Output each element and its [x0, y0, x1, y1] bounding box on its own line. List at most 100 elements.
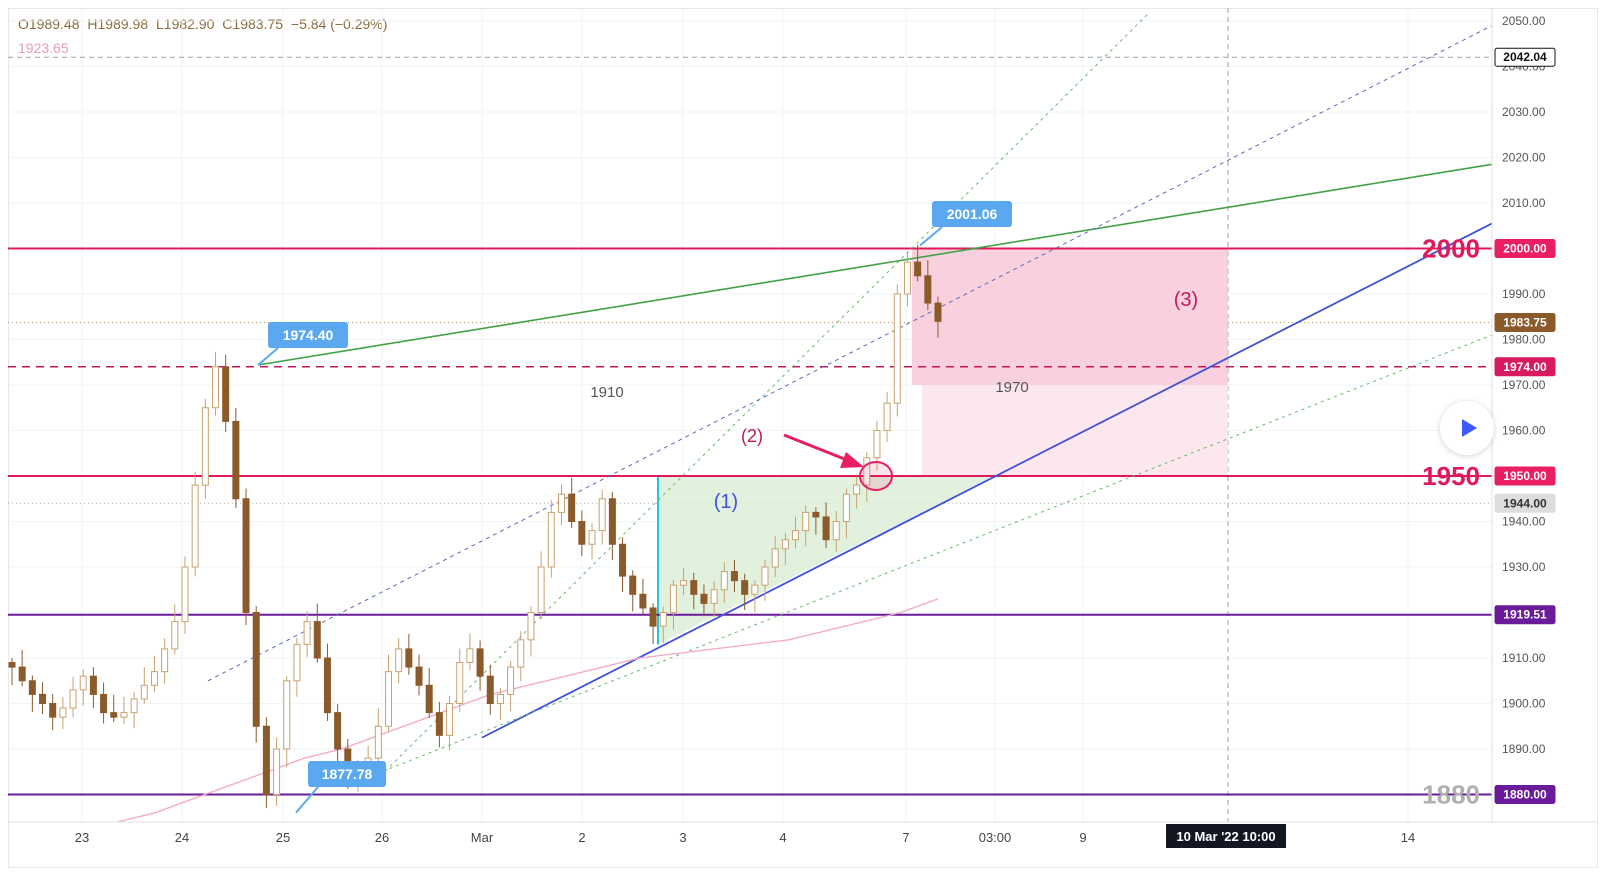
zone-target-upper: [912, 248, 1228, 385]
candle-body: [232, 420, 240, 500]
candle-body: [374, 725, 382, 759]
channel-line-lower: [369, 334, 1493, 777]
time-tick-label: 23: [75, 830, 89, 845]
zone-target-lower: [922, 385, 1228, 476]
candle-body: [669, 584, 677, 614]
candle-body: [242, 498, 250, 613]
price-tick-label: 1910.00: [1502, 651, 1546, 665]
price-tick-label: 1890.00: [1502, 742, 1546, 756]
price-badge: [1494, 312, 1556, 332]
price-badge: [1494, 493, 1556, 513]
candle-body: [161, 648, 169, 673]
price-tick-label: 1960.00: [1502, 424, 1546, 438]
change-value: −5.84 (−0.29%): [290, 16, 388, 32]
candle-body: [924, 275, 932, 304]
range-label-1970: 1970: [995, 379, 1028, 396]
candle-body: [323, 657, 331, 714]
triangle-pattern-fill: [658, 476, 995, 645]
candle-body: [18, 666, 26, 682]
moving-average-line: [117, 598, 939, 823]
candle-body: [69, 689, 77, 709]
candle-body: [853, 484, 861, 495]
candle-body: [537, 566, 545, 613]
candle-body: [435, 712, 443, 736]
candle-body: [751, 584, 759, 595]
chart-frame: [8, 8, 1598, 868]
candle-body: [710, 589, 718, 604]
callout-label-1974.40: 1974.40: [283, 327, 334, 343]
candle-body: [446, 703, 454, 736]
price-badge-label: 2000.00: [1503, 242, 1547, 256]
price-badge: [1494, 239, 1556, 258]
candle-body: [730, 571, 738, 582]
crosshair-time-label: 10 Mar '22 10:00: [1176, 829, 1275, 844]
candle-body: [191, 484, 199, 568]
candle-body: [150, 671, 158, 686]
callout-label-1877.78: 1877.78: [322, 766, 373, 782]
candle-body: [89, 675, 97, 695]
candle-body: [395, 648, 403, 673]
candle-body: [883, 402, 891, 432]
price-badge-label: 1974.00: [1503, 360, 1547, 374]
time-tick-label: 26: [375, 830, 389, 845]
time-tick-label: 7: [902, 830, 909, 845]
callout-pointer: [919, 226, 943, 247]
annotation-layer: 2000 1950 1880 2001.06 1974.40 1877.78 (1) (2) (…: [257, 201, 1480, 814]
crosshair-time-badge: [1166, 824, 1286, 848]
candle-body: [619, 543, 627, 577]
price-badge: [1494, 47, 1556, 67]
candle-body: [639, 593, 647, 609]
candle-body: [629, 575, 637, 595]
candle-body: [130, 698, 138, 714]
callout-pointer: [295, 786, 319, 814]
candle-body: [578, 521, 586, 545]
time-tick-label: 3: [679, 830, 686, 845]
time-tick-label: 25: [276, 830, 290, 845]
candle-body: [303, 621, 311, 645]
candle-body: [741, 580, 749, 595]
candle-body: [690, 580, 698, 595]
time-tick-label: 03:00: [979, 830, 1012, 845]
play-button[interactable]: [1440, 401, 1494, 455]
time-tick-label: 9: [1079, 830, 1086, 845]
candle-body: [252, 612, 260, 727]
breakout-arrow-head: [840, 452, 864, 468]
candle-body: [100, 693, 108, 714]
candle-body: [547, 511, 555, 568]
candle-body: [914, 261, 922, 277]
candle-body: [761, 566, 769, 586]
candle-body: [842, 493, 850, 523]
candle-body: [720, 571, 728, 591]
candle-body: [873, 430, 881, 459]
callout-box: [932, 201, 1012, 227]
range-label-1910: 1910: [590, 384, 623, 401]
candle-body: [28, 680, 36, 695]
wave-label-1: (1): [714, 491, 738, 513]
price-badge-label: 1880.00: [1503, 788, 1547, 802]
candle-body: [201, 407, 209, 486]
price-tick-label: 1900.00: [1502, 697, 1546, 711]
time-tick-label: 2: [578, 830, 585, 845]
candle-body: [598, 498, 606, 532]
price-tick-label: 2050.00: [1502, 14, 1546, 28]
candle-body: [680, 580, 688, 586]
support-trendline: [481, 222, 1493, 739]
high-value: H1989.98: [87, 16, 149, 32]
big-level-label-2000: 2000: [1422, 234, 1480, 264]
candle-body: [334, 712, 342, 750]
candle-body: [649, 607, 657, 627]
price-axis: 2050.002040.002030.002020.002010.002000.…: [1491, 8, 1556, 822]
candle-body: [608, 498, 616, 545]
price-badge-label: 1983.75: [1503, 315, 1547, 329]
candle-body: [181, 566, 189, 623]
candle-body: [262, 725, 270, 795]
candle-body: [222, 366, 230, 422]
candle-body: [293, 643, 301, 682]
candle-body: [781, 539, 789, 550]
candle-body: [507, 666, 515, 695]
candle-body: [588, 530, 596, 545]
candle-body: [212, 366, 220, 409]
candle-body: [283, 680, 291, 750]
